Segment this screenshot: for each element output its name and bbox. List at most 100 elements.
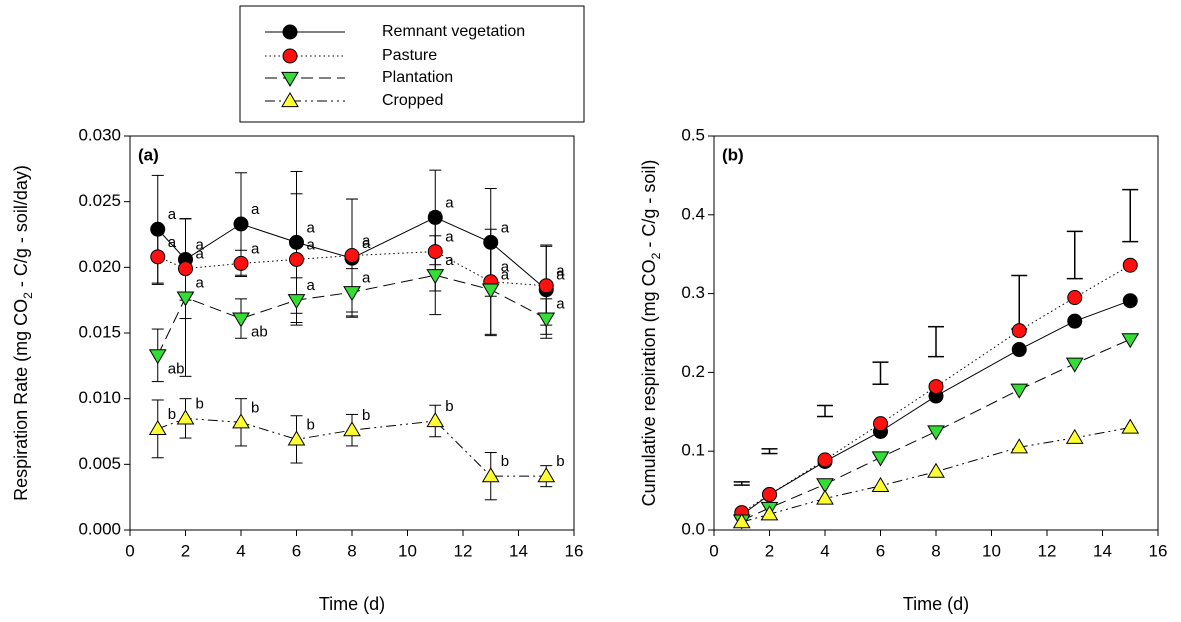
significance-letter: a (168, 206, 177, 223)
marker (233, 255, 249, 271)
y-axis-title-part: - C/g - soil) (639, 160, 659, 253)
x-tick-label: 2 (765, 541, 774, 560)
marker (427, 209, 443, 225)
significance-letter: b (362, 407, 370, 424)
marker (287, 294, 306, 310)
y-tick-label: 0.1 (681, 441, 705, 460)
marker (150, 221, 166, 237)
marker (1065, 428, 1084, 444)
marker (150, 249, 166, 265)
y-axis-title: Cumulative respiration (mg CO2 - C/g - s… (639, 160, 663, 507)
x-tick-label: 14 (509, 541, 528, 560)
x-axis-title: Time (d) (903, 594, 969, 614)
significance-letter: a (362, 232, 371, 249)
significance-letter: a (445, 252, 454, 269)
marker (1122, 257, 1138, 273)
series-line (157, 274, 547, 356)
significance-letter: a (307, 277, 316, 294)
y-tick-label: 0.030 (78, 125, 121, 144)
marker (817, 452, 833, 468)
marker (732, 513, 751, 529)
x-tick-label: 4 (820, 541, 829, 560)
marker (148, 419, 167, 435)
legend-marker (282, 24, 298, 40)
panel-label: (a) (138, 145, 159, 164)
legend-box (239, 5, 585, 123)
marker (178, 261, 193, 277)
y-tick-label: 0.025 (78, 191, 121, 210)
x-tick-label: 2 (181, 541, 190, 560)
y-axis-title: Respiration Rate (mg CO2 - C/g - soil/da… (11, 165, 35, 501)
significance-letter: a (501, 219, 510, 236)
marker (289, 234, 304, 250)
marker (481, 283, 500, 299)
y-tick-label: 0.015 (78, 322, 121, 341)
significance-letter: b (196, 395, 204, 412)
significance-letter: a (445, 229, 454, 246)
x-tick-label: 10 (982, 541, 1001, 560)
significance-letter: a (196, 275, 205, 292)
significance-letter: ab (251, 324, 268, 341)
marker (1067, 290, 1083, 306)
y-axis-title-part: 2 (21, 292, 35, 299)
marker (233, 216, 249, 232)
x-tick-label: 8 (347, 541, 356, 560)
y-tick-label: 0.4 (681, 204, 705, 223)
significance-letter: a (196, 246, 205, 263)
significance-letter: b (168, 406, 176, 423)
y-tick-label: 0.000 (78, 519, 121, 538)
x-tick-label: 6 (292, 541, 301, 560)
x-tick-label: 16 (565, 541, 584, 560)
significance-letter: a (251, 201, 260, 218)
legend-marker (281, 71, 299, 87)
y-axis-title-part: 2 (649, 252, 663, 259)
y-tick-label: 0.0 (681, 519, 705, 538)
marker (816, 489, 834, 505)
legend-label: Plantation (382, 69, 453, 86)
marker (537, 467, 556, 483)
marker (289, 251, 304, 267)
series-line (157, 251, 547, 287)
series-line (157, 417, 547, 477)
marker (762, 487, 777, 503)
marker (871, 476, 890, 492)
marker (1011, 323, 1027, 339)
significance-letter: a (556, 263, 565, 280)
marker (537, 312, 556, 328)
significance-letter: a (445, 194, 454, 211)
marker (1010, 383, 1029, 399)
x-tick-label: 12 (454, 541, 473, 560)
marker (426, 412, 445, 428)
marker (538, 278, 554, 294)
y-tick-label: 0.005 (78, 454, 121, 473)
series-line (741, 300, 1131, 516)
marker (1067, 313, 1083, 329)
legend-label: Pasture (382, 47, 437, 64)
significance-letter: b (307, 416, 315, 433)
marker (927, 425, 945, 441)
legend-marker (282, 48, 298, 64)
marker (1011, 342, 1027, 358)
y-axis-title-part: Cumulative respiration (mg CO (639, 259, 659, 506)
significance-letter: a (168, 234, 177, 251)
marker (927, 462, 945, 478)
x-tick-label: 12 (1038, 541, 1057, 560)
marker (873, 416, 888, 432)
marker (232, 312, 250, 328)
x-tick-label: 8 (931, 541, 940, 560)
significance-letter: a (307, 219, 316, 236)
marker (816, 478, 834, 494)
significance-letter: b (251, 399, 259, 416)
series-line (741, 264, 1131, 514)
marker (760, 505, 779, 521)
significance-letter: ab (168, 360, 185, 377)
marker (928, 379, 944, 395)
x-axis-title: Time (d) (319, 594, 385, 614)
x-tick-label: 14 (1093, 541, 1112, 560)
significance-letter: a (556, 267, 565, 284)
significance-letter: a (362, 269, 371, 286)
significance-letter: a (196, 236, 205, 253)
marker (176, 409, 195, 425)
